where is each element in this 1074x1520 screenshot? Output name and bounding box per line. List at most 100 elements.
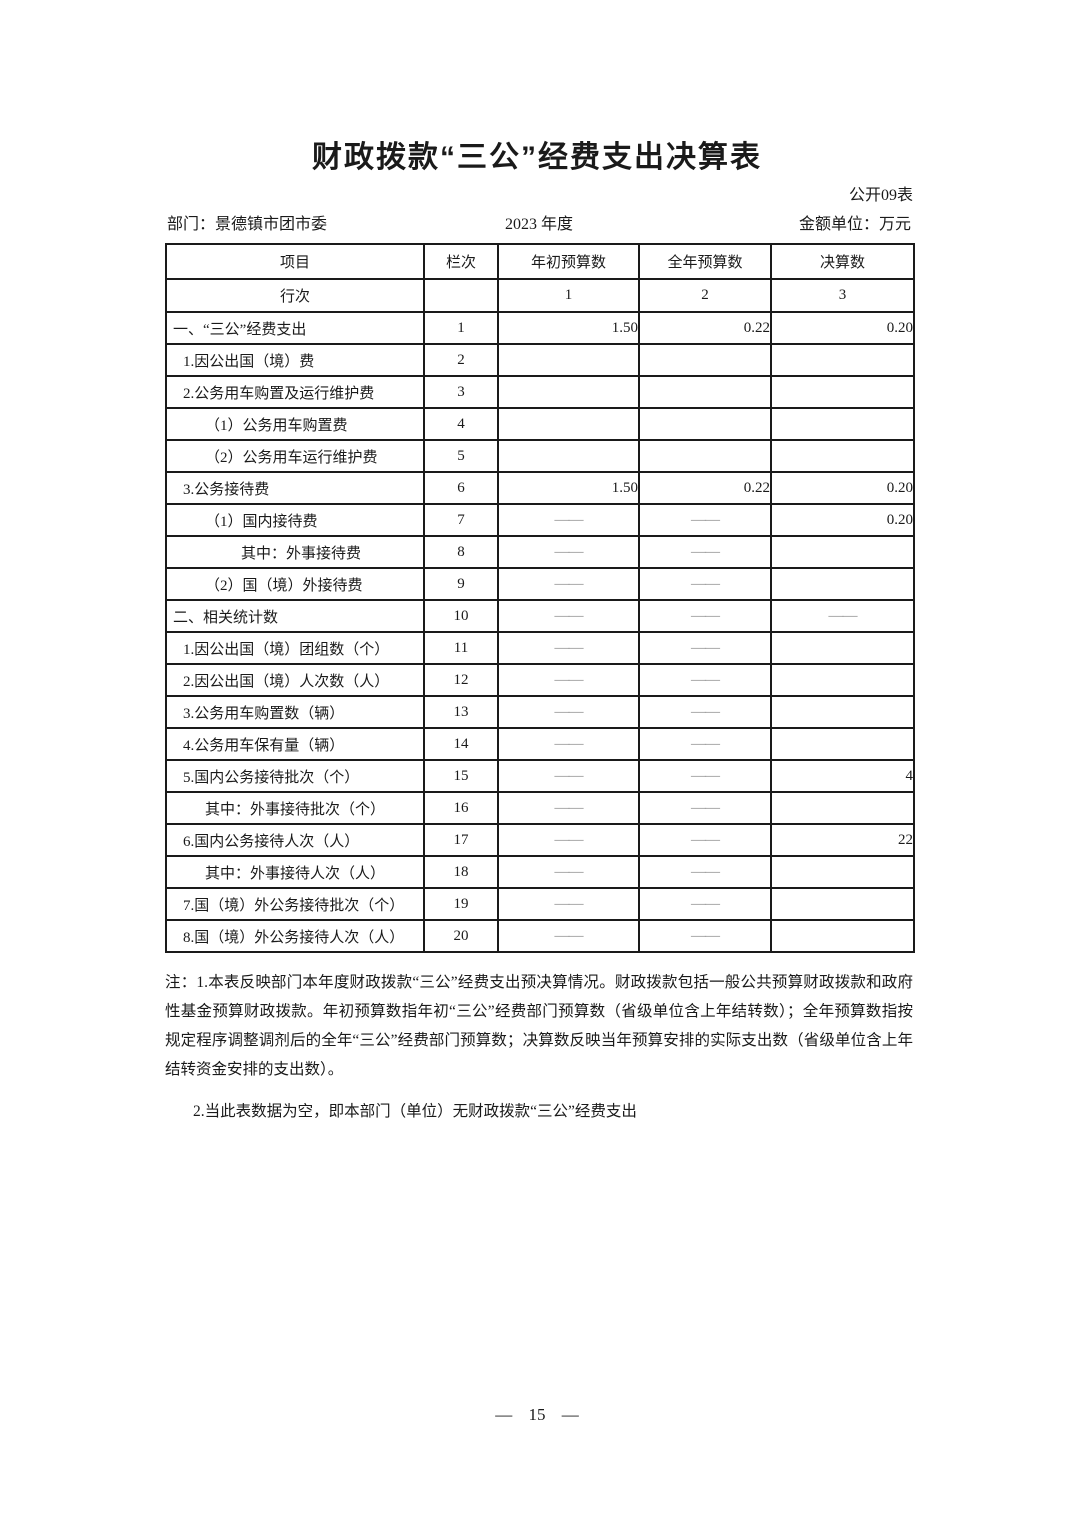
row-item-label: 1.因公出国（境）费 [165,343,425,377]
row-initial-budget: —— [497,759,640,793]
header-initial-budget: 年初预算数 [497,243,640,280]
row-final-account: 4 [770,759,915,793]
table-body: 一、“三公”经费支出 1 1.50 0.22 0.20 1.因公出国（境）费 2 2.公务用车… [165,311,915,953]
row-annual-budget: —— [638,663,772,697]
subheader-col-1: 1 [497,278,640,313]
row-initial-budget [497,407,640,441]
row-item-label: 8.国（境）外公务接待人次（人） [165,919,425,953]
row-initial-budget: —— [497,503,640,537]
table-row: 1.因公出国（境）费 2 [165,343,915,377]
row-initial-budget: —— [497,631,640,665]
row-final-account: 0.20 [770,471,915,505]
content-area: 公开09表 部门：景德镇市团市委 2023 年度 金额单位：万元 项目 栏次 年… [165,184,915,1126]
header-item: 项目 [165,243,425,280]
table-code-label: 公开09表 [848,187,913,204]
row-item-label: （1）国内接待费 [165,503,425,537]
table-row: 5.国内公务接待批次（个） 15 —— —— 4 [165,759,915,793]
row-final-account [770,535,915,569]
row-annual-budget: 0.22 [638,471,772,505]
table-row: 一、“三公”经费支出 1 1.50 0.22 0.20 [165,311,915,345]
subheader-blank [423,278,499,313]
row-final-account [770,439,915,473]
meta-department: 部门：景德镇市团市委 [167,216,328,233]
table-row: 1.因公出国（境）团组数（个） 11 —— —— [165,631,915,665]
note-2: 2.当此表数据为空，即本部门（单位）无财政拨款“三公”经费支出 [193,1103,637,1120]
row-initial-budget: —— [497,823,640,857]
row-final-account [770,695,915,729]
row-initial-budget: —— [497,919,640,953]
row-item-label: 6.国内公务接待人次（人） [165,823,425,857]
row-final-account [770,791,915,825]
page-number: — 15 — [495,1405,579,1424]
row-item-label: 2.公务用车购置及运行维护费 [165,375,425,409]
subheader-col-3: 3 [770,278,915,313]
page-title: 财政拨款“三公”经费支出决算表 [312,141,762,174]
row-initial-budget [497,439,640,473]
row-final-account [770,855,915,889]
header-final-account: 决算数 [770,243,915,280]
row-line-number: 13 [423,695,499,729]
row-annual-budget [638,343,772,377]
subheader-line-label: 行次 [165,278,425,313]
row-item-label: 其中：外事接待费 [165,535,425,569]
row-initial-budget: —— [497,791,640,825]
meta-unit: 金额单位：万元 [798,216,911,233]
row-final-account: —— [770,599,915,633]
row-annual-budget: —— [638,887,772,921]
meta-row: 部门：景德镇市团市委 2023 年度 金额单位：万元 [165,211,913,239]
row-line-number: 11 [423,631,499,665]
row-initial-budget: —— [497,855,640,889]
table-row: 其中：外事接待费 8 —— —— [165,535,915,569]
table-row: 其中：外事接待人次（人） 18 —— —— [165,855,915,889]
row-final-account: 22 [770,823,915,857]
row-item-label: 一、“三公”经费支出 [165,311,425,345]
row-initial-budget: —— [497,535,640,569]
row-final-account: 0.20 [770,311,915,345]
row-line-number: 3 [423,375,499,409]
row-line-number: 19 [423,887,499,921]
row-item-label: 3.公务接待费 [165,471,425,505]
row-annual-budget: —— [638,599,772,633]
row-item-label: （1）公务用车购置费 [165,407,425,441]
row-initial-budget: —— [497,599,640,633]
row-annual-budget: 0.22 [638,311,772,345]
row-final-account [770,631,915,665]
row-line-number: 20 [423,919,499,953]
header-annual-budget: 全年预算数 [638,243,772,280]
row-item-label: 2.因公出国（境）人次数（人） [165,663,425,697]
row-annual-budget: —— [638,535,772,569]
table-row: 3.公务用车购置数（辆） 13 —— —— [165,695,915,729]
row-final-account [770,887,915,921]
table-row: （1）国内接待费 7 —— —— 0.20 [165,503,915,537]
row-item-label: （2）公务用车运行维护费 [165,439,425,473]
row-item-label: 5.国内公务接待批次（个） [165,759,425,793]
row-item-label: 二、相关统计数 [165,599,425,633]
row-item-label: 其中：外事接待人次（人） [165,855,425,889]
row-item-label: （2）国（境）外接待费 [165,567,425,601]
table-row: 6.国内公务接待人次（人） 17 —— —— 22 [165,823,915,857]
row-annual-budget: —— [638,567,772,601]
row-annual-budget: —— [638,823,772,857]
row-initial-budget: —— [497,663,640,697]
row-annual-budget [638,375,772,409]
row-final-account: 0.20 [770,503,915,537]
row-annual-budget: —— [638,631,772,665]
row-line-number: 5 [423,439,499,473]
row-line-number: 9 [423,567,499,601]
row-item-label: 7.国（境）外公务接待批次（个） [165,887,425,921]
table-row: 2.因公出国（境）人次数（人） 12 —— —— [165,663,915,697]
row-annual-budget: —— [638,919,772,953]
row-final-account [770,343,915,377]
row-final-account [770,663,915,697]
row-initial-budget: —— [497,887,640,921]
row-line-number: 4 [423,407,499,441]
row-initial-budget [497,343,640,377]
table-row: （2）国（境）外接待费 9 —— —— [165,567,915,601]
row-initial-budget: —— [497,567,640,601]
header-column-index: 栏次 [423,243,499,280]
subheader-col-2: 2 [638,278,772,313]
table-row: 7.国（境）外公务接待批次（个） 19 —— —— [165,887,915,921]
row-line-number: 6 [423,471,499,505]
row-final-account [770,407,915,441]
table-header-row: 项目 栏次 年初预算数 全年预算数 决算数 [165,243,915,280]
